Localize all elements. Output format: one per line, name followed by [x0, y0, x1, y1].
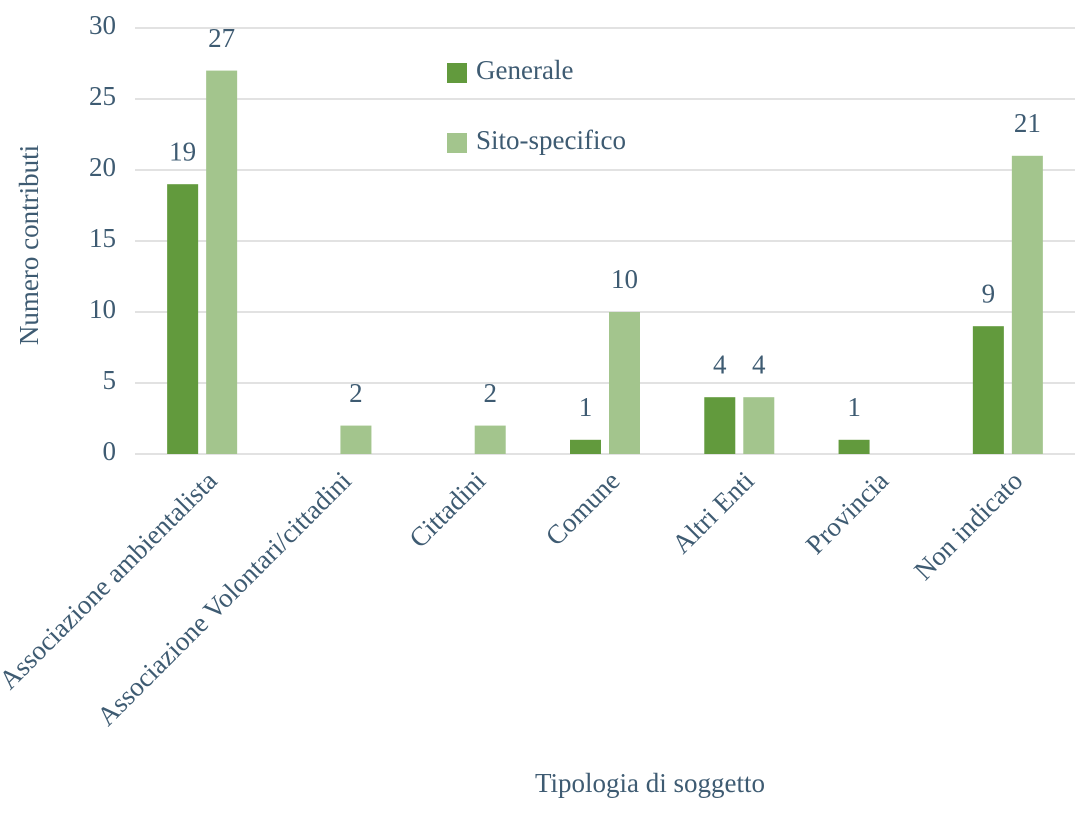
- bar: [609, 312, 640, 454]
- data-label: 9: [982, 278, 996, 308]
- x-tick-label: Altri Enti: [666, 465, 760, 559]
- y-tick-label: 10: [89, 294, 116, 324]
- bar: [474, 425, 506, 454]
- legend-label: Generale: [476, 55, 573, 85]
- bar: [704, 397, 736, 454]
- x-tick-label: Cittadini: [403, 465, 491, 553]
- legend-swatch: [447, 63, 467, 83]
- data-label: 1: [847, 392, 861, 422]
- legend-label: Sito-specifico: [476, 125, 626, 155]
- bar: [743, 397, 775, 454]
- x-tick-label: Associazione Volontari/cittadini: [91, 465, 357, 731]
- data-label: 2: [349, 378, 363, 408]
- x-tick-label: Provincia: [800, 465, 894, 559]
- y-tick-label: 25: [89, 81, 116, 111]
- y-tick-label: 5: [103, 365, 117, 395]
- bar: [206, 70, 238, 454]
- x-axis-label: Tipologia di soggetto: [535, 768, 765, 798]
- bar: [340, 425, 372, 454]
- data-label: 27: [208, 23, 235, 53]
- data-label: 2: [483, 378, 497, 408]
- data-label: 21: [1014, 108, 1041, 138]
- x-tick-label: Associazione ambientalista: [0, 465, 223, 695]
- data-label: 1: [579, 392, 593, 422]
- x-tick-label: Comune: [540, 465, 626, 551]
- y-tick-label: 15: [89, 223, 116, 253]
- bar: [1011, 155, 1043, 455]
- data-label: 4: [752, 349, 766, 379]
- y-axis-label: Numero contributi: [14, 145, 44, 345]
- y-tick-label: 20: [89, 152, 116, 182]
- bar: [838, 439, 870, 454]
- legend-swatch: [447, 133, 467, 153]
- x-tick-label: Non indicato: [908, 465, 1028, 585]
- data-label: 4: [713, 349, 727, 379]
- bar: [167, 184, 199, 454]
- bar: [972, 326, 1004, 454]
- y-tick-label: 0: [103, 436, 117, 466]
- data-label: 19: [169, 136, 196, 166]
- y-tick-label: 30: [89, 10, 116, 40]
- data-label: 10: [611, 264, 638, 294]
- bar: [570, 439, 601, 454]
